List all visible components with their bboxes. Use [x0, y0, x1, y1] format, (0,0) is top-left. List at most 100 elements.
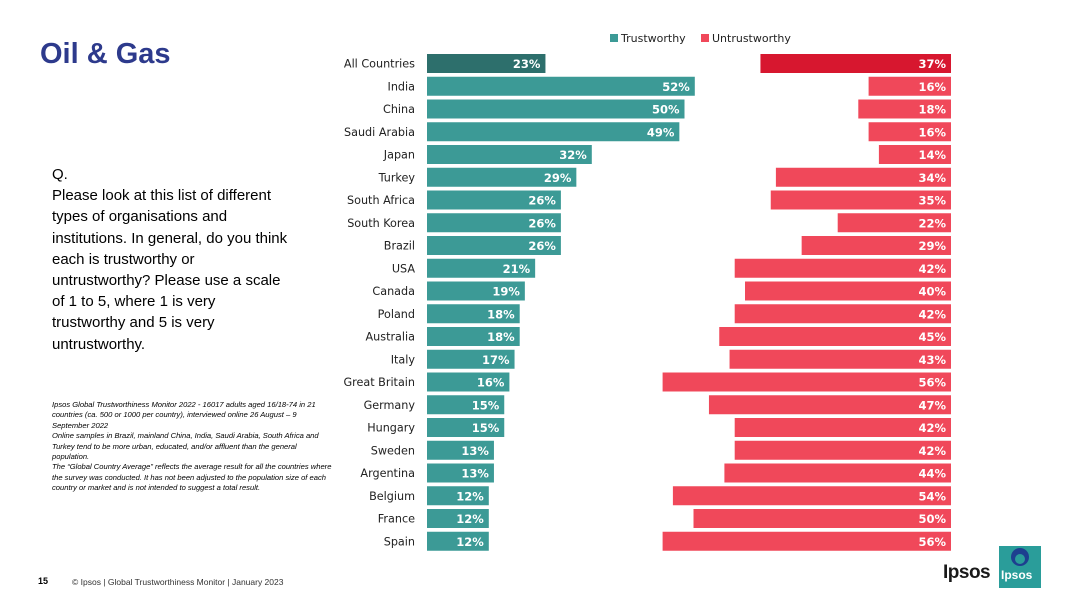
category-label: Turkey [378, 171, 416, 184]
trustworthy-bar [427, 258, 536, 278]
question-label: Q. [52, 166, 68, 183]
category-label: Argentina [360, 467, 415, 480]
ipsos-logo-icon: Ipsos [999, 546, 1041, 588]
untrustworthy-bar [878, 145, 951, 164]
trustworthy-bar [427, 190, 561, 210]
category-label: Spain [384, 535, 415, 548]
trustworthy-bar [427, 372, 510, 392]
category-label: Japan [383, 149, 415, 162]
trustworthy-value-label: 29% [544, 171, 572, 185]
trustworthy-bar [427, 213, 561, 233]
trustworthy-value-label: 13% [461, 467, 489, 481]
trustworthy-value-label: 15% [472, 421, 500, 435]
untrustworthy-value-label: 29% [918, 239, 946, 253]
trustworthy-bar [427, 531, 489, 551]
question-text: Please look at this list of different ty… [52, 187, 292, 353]
trustworthy-bar [427, 440, 494, 460]
untrustworthy-value-label: 50% [918, 512, 946, 526]
trustworthy-value-label: 15% [472, 398, 500, 412]
methodology-note: Ipsos Global Trustworthiness Monitor 202… [52, 400, 332, 494]
untrustworthy-bar [801, 236, 951, 255]
trustworthy-bar [427, 304, 520, 324]
untrustworthy-value-label: 35% [918, 194, 946, 208]
page-title: Oil & Gas [40, 38, 171, 70]
legend-label-untrustworthy: Untrustworthy [712, 32, 791, 45]
trustworthy-value-label: 52% [662, 80, 690, 94]
category-label: Saudi Arabia [344, 126, 415, 139]
footnote-line: The “Global Country Average” reflects th… [52, 462, 332, 493]
untrustworthy-bar [662, 372, 951, 392]
trustworthy-value-label: 21% [503, 262, 531, 276]
trustworthy-value-label: 16% [477, 376, 505, 390]
trustworthy-bar [427, 509, 489, 528]
category-label: Germany [364, 399, 416, 412]
ipsos-wordmark: Ipsos [943, 562, 991, 583]
untrustworthy-value-label: 16% [918, 80, 946, 94]
trustworthy-value-label: 50% [652, 103, 680, 117]
trustworthy-bar [427, 463, 494, 483]
untrustworthy-value-label: 34% [918, 171, 946, 185]
category-label: Hungary [367, 422, 415, 435]
untrustworthy-bar [760, 54, 951, 73]
untrustworthy-value-label: 42% [918, 262, 946, 276]
category-label: India [388, 80, 415, 93]
untrustworthy-value-label: 40% [918, 285, 946, 299]
legend-swatch-untrustworthy [701, 34, 709, 42]
untrustworthy-value-label: 43% [918, 353, 946, 367]
trustworthy-value-label: 18% [487, 307, 515, 321]
trustworthy-bar [427, 99, 685, 119]
untrustworthy-value-label: 37% [918, 57, 946, 71]
category-label: Brazil [384, 240, 415, 253]
trustworthy-bar [427, 54, 546, 73]
trustworthy-bar [427, 281, 525, 301]
category-label: Sweden [371, 444, 415, 457]
untrustworthy-bar [858, 99, 951, 119]
trustworthy-bar [427, 236, 561, 255]
untrustworthy-bar [662, 531, 951, 551]
page-number: 15 [38, 576, 49, 586]
trustworthy-value-label: 49% [647, 125, 675, 139]
untrustworthy-value-label: 42% [918, 307, 946, 321]
trustworthy-value-label: 23% [513, 57, 541, 71]
footer-copyright: © Ipsos | Global Trustworthiness Monitor… [72, 577, 284, 587]
trustworthy-value-label: 26% [528, 216, 556, 230]
untrustworthy-bar [734, 304, 951, 324]
untrustworthy-value-label: 45% [918, 330, 946, 344]
untrustworthy-value-label: 18% [918, 103, 946, 117]
category-label: Poland [378, 308, 415, 321]
untrustworthy-value-label: 47% [918, 398, 946, 412]
untrustworthy-bar [708, 395, 951, 415]
trustworthy-bar [427, 418, 505, 437]
question-block: Q. Please look at this list of different… [52, 164, 292, 355]
category-label: South Korea [347, 217, 415, 230]
category-label: France [378, 513, 415, 526]
category-label: Belgium [369, 490, 415, 503]
untrustworthy-value-label: 56% [918, 535, 946, 549]
untrustworthy-bar [837, 213, 951, 233]
untrustworthy-bar [734, 418, 951, 437]
trustworthy-bar [427, 486, 489, 506]
untrustworthy-bar [734, 440, 951, 460]
untrustworthy-bar [868, 122, 951, 142]
legend-swatch-trustworthy [610, 34, 618, 42]
untrustworthy-value-label: 22% [918, 216, 946, 230]
category-label: South Africa [347, 194, 415, 207]
untrustworthy-bar [729, 349, 951, 369]
untrustworthy-bar [775, 167, 951, 187]
trustworthy-value-label: 26% [528, 194, 556, 208]
trustworthy-value-label: 12% [456, 512, 484, 526]
untrustworthy-bar [734, 258, 951, 278]
untrustworthy-bar [724, 463, 951, 483]
ipsos-logo-label: Ipsos [1001, 568, 1033, 582]
category-label: All Countries [344, 58, 415, 71]
trustworthy-value-label: 17% [482, 353, 510, 367]
category-label: USA [392, 262, 415, 275]
untrustworthy-bar [745, 281, 951, 301]
trustworthy-bar [427, 122, 680, 142]
trustworthy-value-label: 26% [528, 239, 556, 253]
trustworthy-bar [427, 145, 592, 164]
category-label: Italy [391, 353, 416, 366]
untrustworthy-bar [693, 509, 951, 528]
footnote-line: Ipsos Global Trustworthiness Monitor 202… [52, 400, 316, 430]
untrustworthy-value-label: 44% [918, 467, 946, 481]
